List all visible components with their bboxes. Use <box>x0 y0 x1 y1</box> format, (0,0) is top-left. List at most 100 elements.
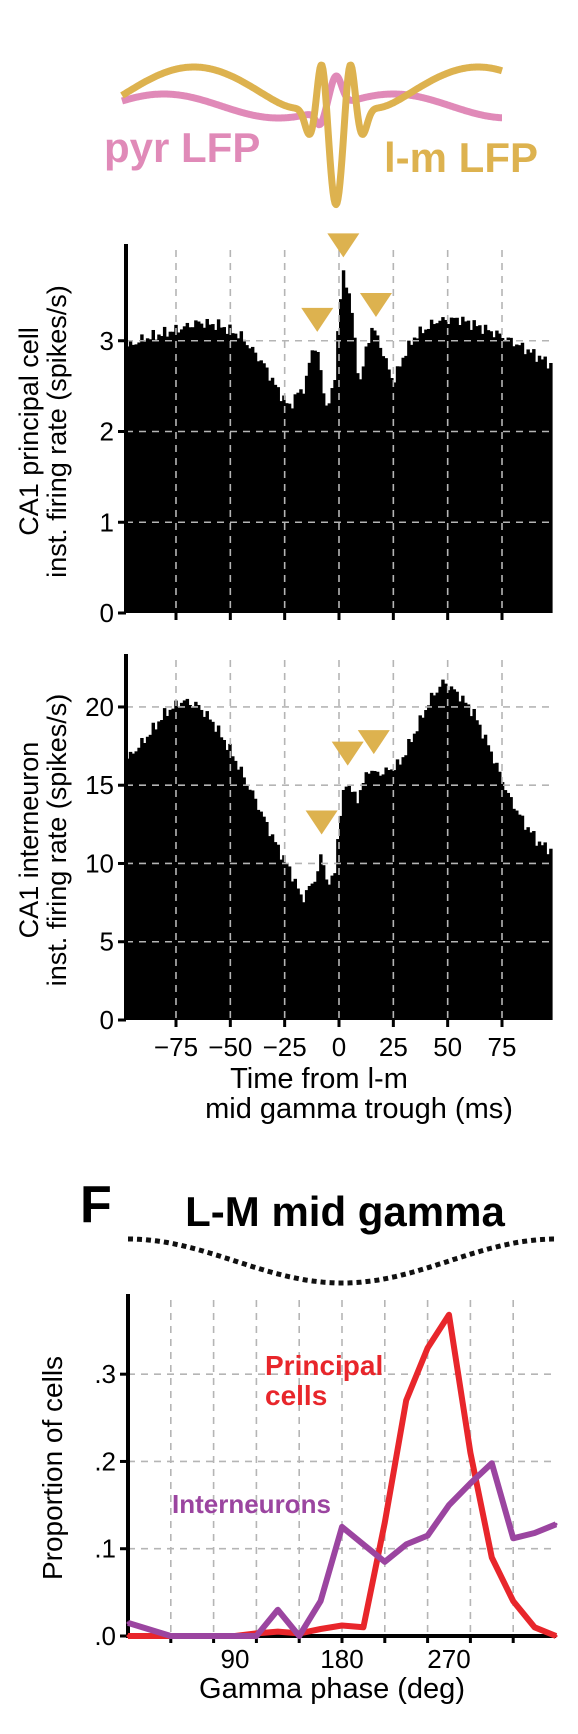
x-tick-label: −75 <box>154 1032 198 1062</box>
histogram-bar <box>375 771 380 1020</box>
histogram-bar <box>202 327 207 613</box>
histogram-bar <box>390 378 394 613</box>
histogram-bar <box>313 350 317 613</box>
histogram-bar <box>276 844 280 1020</box>
histogram-bar <box>245 345 249 613</box>
interneurons-point <box>297 1634 301 1638</box>
histogram-bar <box>231 756 235 1020</box>
histogram-bar <box>171 331 175 613</box>
histogram-bar <box>341 270 346 613</box>
lm-lfp-label: l-m LFP <box>384 134 538 181</box>
x-tick-label: 75 <box>488 1032 517 1062</box>
histogram-bar <box>259 360 263 613</box>
histogram-bar <box>219 327 224 613</box>
histogram-bar <box>452 317 457 613</box>
histogram-bar <box>438 320 442 613</box>
phase-plot-title: L-M mid gamma <box>185 1188 505 1235</box>
histogram-bar <box>154 729 158 1020</box>
histogram-bar <box>375 335 380 613</box>
interneurons-point <box>383 1560 387 1564</box>
histogram-bar <box>478 325 482 613</box>
histogram-bar <box>211 721 215 1020</box>
histogram-bar <box>441 679 445 1020</box>
histogram-bar <box>256 361 261 613</box>
histogram-bar <box>148 339 153 613</box>
histogram-bar <box>356 803 360 1020</box>
histogram-bar <box>168 709 173 1020</box>
histogram-bar <box>520 815 525 1020</box>
histogram-bar <box>140 334 144 613</box>
y-axis-label: CA1 principal cell <box>14 327 44 536</box>
histogram-bar <box>330 388 334 613</box>
histogram-bar <box>424 329 428 613</box>
histogram-bar <box>495 762 499 1020</box>
histogram-bar <box>432 695 437 1020</box>
histogram-bar <box>543 356 547 613</box>
histogram-bar <box>310 883 315 1020</box>
interneurons-label: Interneurons <box>172 1489 331 1519</box>
histogram-bar <box>177 332 181 613</box>
histogram-bar <box>381 774 386 1020</box>
histogram-bar <box>231 333 235 613</box>
histogram-bar <box>449 686 454 1020</box>
histogram-bar <box>532 831 536 1020</box>
histogram-bar <box>418 715 422 1020</box>
histogram-bar <box>458 325 462 613</box>
interneurons-point <box>319 1599 323 1603</box>
histogram-bar <box>287 403 292 613</box>
histogram-bar <box>341 789 346 1020</box>
histogram-bar <box>469 329 474 613</box>
histogram-bar <box>208 719 212 1020</box>
interneuron-histogram: 0 5 10 15 20 −75 −50 −25 0 25 50 75 CA1 interneuroni… <box>14 654 553 1125</box>
histogram-bar <box>523 829 528 1020</box>
histogram-bar <box>321 865 326 1020</box>
histogram-bar <box>378 347 383 613</box>
histogram-bar <box>506 337 510 613</box>
histogram-bar <box>250 346 255 613</box>
histogram-bar <box>239 331 244 613</box>
histogram-bar <box>407 739 411 1020</box>
histogram-bar <box>216 319 221 613</box>
principal-cells-point <box>147 1634 151 1638</box>
principal-cells-label: cells <box>265 1380 327 1411</box>
histogram-bar <box>202 716 207 1020</box>
histogram-bar <box>242 339 246 613</box>
histogram-bar <box>358 790 363 1020</box>
principal-cells-point <box>447 1313 451 1317</box>
histogram-bar <box>410 742 414 1020</box>
histogram-bar <box>387 369 391 613</box>
histogram-bar <box>370 327 374 613</box>
histogram-bar <box>415 338 420 613</box>
histogram-bar <box>140 737 144 1020</box>
histogram-bar <box>449 317 454 613</box>
histogram-bar <box>421 717 425 1020</box>
histogram-bar <box>503 340 508 613</box>
histogram-bar <box>259 811 263 1020</box>
interneurons-point <box>361 1542 365 1546</box>
histogram-bar <box>148 734 153 1020</box>
histogram-bar <box>398 366 403 613</box>
histogram-bar <box>463 321 468 613</box>
principal-cells-point <box>404 1398 408 1402</box>
histogram-bar <box>392 382 397 613</box>
histogram-bar <box>282 395 286 613</box>
histogram-bar <box>373 330 377 613</box>
histogram-bar <box>194 320 198 613</box>
histogram-bar <box>162 708 167 1020</box>
histogram-bar <box>179 702 184 1020</box>
histogram-bar <box>549 362 553 613</box>
histogram-bar <box>208 324 212 613</box>
histogram-bar <box>515 810 519 1020</box>
principal-cells-point <box>126 1634 130 1638</box>
histogram-bar <box>151 329 155 613</box>
histogram-bar <box>316 351 320 613</box>
y-tick-label: 0 <box>100 598 114 628</box>
histogram-bar <box>222 327 226 613</box>
histogram-bar <box>412 733 417 1020</box>
histogram-bar <box>333 380 337 613</box>
histogram-bar <box>517 345 522 613</box>
histogram-bar <box>287 866 292 1020</box>
histogram-bar <box>336 331 340 613</box>
